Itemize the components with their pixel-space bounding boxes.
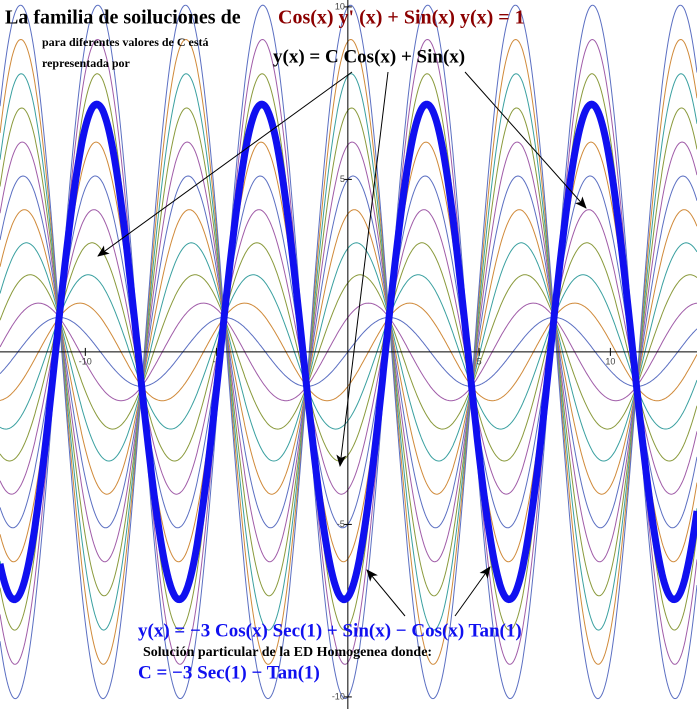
subtitle: representada por: [42, 56, 131, 70]
family-curve: [0, 141, 697, 563]
family-curve: [0, 4, 697, 700]
arrow: [366, 569, 406, 617]
family-curve: [0, 209, 697, 495]
family-curve: [0, 107, 697, 597]
arrow: [454, 566, 491, 617]
family-curve: [0, 38, 697, 665]
family-curve: [0, 274, 697, 430]
x-tick-label: -10: [79, 356, 92, 366]
arrows: [97, 71, 587, 617]
x-tick-label: 10: [605, 356, 615, 366]
family-curve: [0, 73, 697, 631]
particular-note: Solución particular de la ED Homogenea d…: [143, 645, 432, 660]
y-tick-label: -10: [332, 691, 345, 701]
y-tick-label: 5: [340, 174, 345, 184]
subtitle: para diferentes valores de C está: [42, 35, 209, 49]
family-curve: [0, 209, 697, 495]
family-curve: [0, 274, 697, 430]
particular-constant: C = −3 Sec(1) − Tan(1): [138, 662, 320, 683]
x-tick-label: 5: [477, 356, 482, 366]
family-curve: [0, 4, 697, 700]
y-tick-label: -5: [337, 519, 345, 529]
family-curve: [0, 175, 697, 529]
family-curve: [0, 302, 697, 402]
title: La familia de soiluciones de: [5, 7, 241, 29]
arrow: [464, 71, 587, 209]
arrow: [336, 71, 389, 467]
family-formula: y(x) = C Cos(x) + Sin(x): [273, 46, 465, 67]
family-curve: [0, 302, 697, 402]
y-tick-label: 10: [335, 1, 345, 11]
particular-curve: [0, 100, 697, 604]
family-curve: [0, 316, 697, 387]
arrow: [97, 71, 353, 257]
family-curve: [0, 175, 697, 529]
family-curve: [0, 38, 697, 665]
family-curve: [0, 242, 697, 462]
equation: Cos(x) y' (x) + Sin(x) y(x) = 1: [278, 7, 525, 29]
particular-formula: y(x) = −3 Cos(x) Sec(1) + Sin(x) − Cos(x…: [138, 620, 522, 641]
family-curve: [0, 141, 697, 563]
family-curve: [0, 242, 697, 462]
